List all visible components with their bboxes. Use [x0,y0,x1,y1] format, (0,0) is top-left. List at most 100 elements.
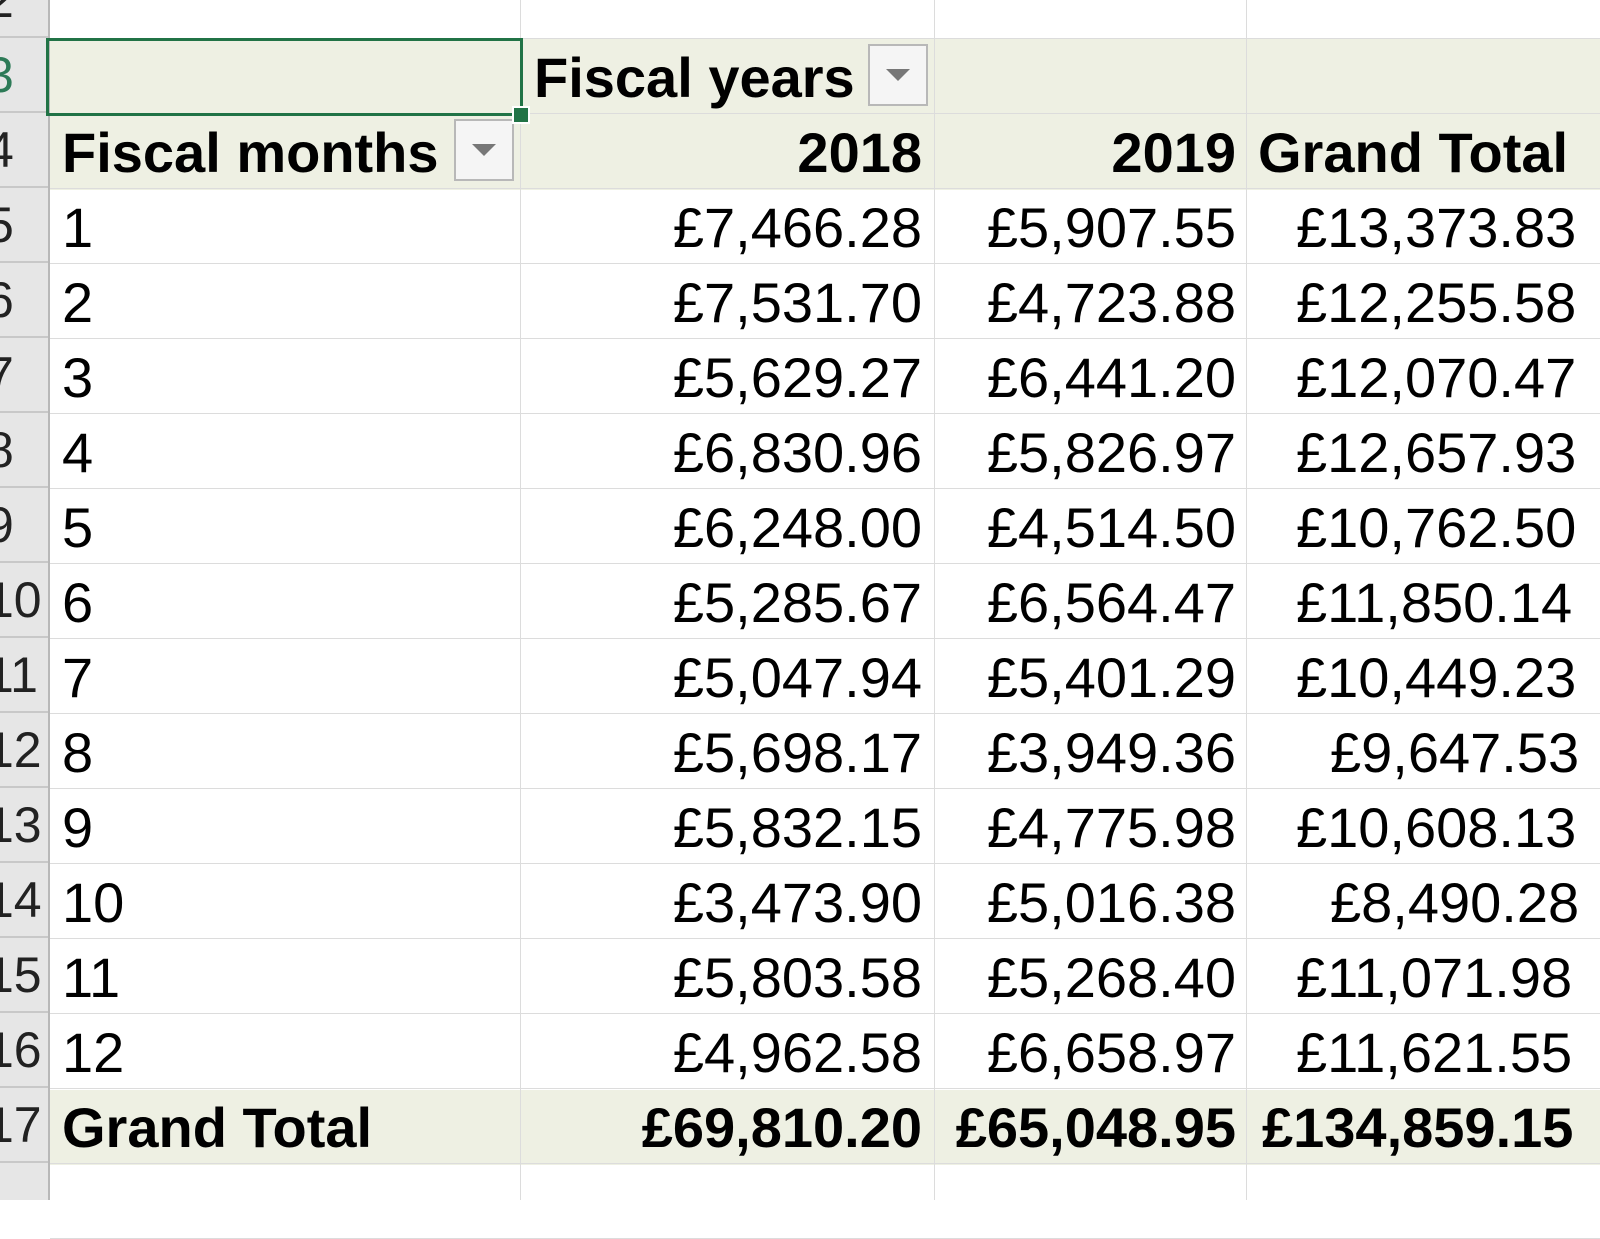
row-number[interactable]: 7 [0,338,48,413]
row-field-label: Fiscal months [62,121,439,184]
value-2018: £5,698.17 [672,721,922,784]
value-grand-total: £12,657.93 [1296,421,1577,484]
value-2018: £4,962.58 [672,1021,922,1084]
month-label: 11 [62,946,121,1009]
gridline [50,263,1600,264]
month-label: 12 [62,1021,125,1084]
value-2018: £7,531.70 [672,271,922,334]
fiscal-years-filter-button[interactable] [868,44,928,106]
grand-total-2018: £69,810.20 [641,1096,922,1159]
row-number[interactable]: 15 [0,938,48,1013]
value-grand-total: £11,071.98 [1296,946,1573,1009]
column-header-grand-total: Grand Total [1258,121,1569,184]
gridline [50,38,1600,39]
grand-total-overall: £134,859.15 [1262,1096,1574,1159]
value-grand-total: £10,762.50 [1296,496,1577,559]
month-label: 1 [62,196,94,259]
row-number[interactable]: 11 [0,638,48,713]
gridline [50,338,1600,339]
gridline [50,713,1600,714]
value-2018: £5,832.15 [672,796,922,859]
value-2019: £3,949.36 [986,721,1236,784]
gridline [50,938,1600,939]
column-header-2019: 2019 [1111,121,1236,184]
value-2019: £6,564.47 [986,571,1236,634]
gridline [1246,0,1247,1200]
month-label: 7 [62,646,94,709]
row-number[interactable]: 9 [0,488,48,563]
value-2018: £5,629.27 [672,346,922,409]
chevron-down-icon [886,69,910,81]
month-label: 9 [62,796,94,859]
month-label: 5 [62,496,94,559]
value-grand-total: £10,608.13 [1296,796,1577,859]
value-2018: £5,047.94 [672,646,922,709]
grand-total-label: Grand Total [62,1096,373,1159]
pivot-table: Fiscal years Fiscal months 2018 2019 Gra… [50,0,1600,1239]
value-2018: £5,803.58 [672,946,922,1009]
row-number[interactable]: 17 [0,1088,48,1163]
chevron-down-icon [472,144,496,156]
month-label: 3 [62,346,94,409]
gridline [50,863,1600,864]
active-cell-selection[interactable] [46,38,523,116]
fiscal-months-filter-button[interactable] [454,119,514,181]
gridline [50,1013,1600,1014]
value-2018: £3,473.90 [672,871,922,934]
value-grand-total: £8,490.28 [1330,871,1580,934]
gridline [50,563,1600,564]
value-2019: £5,268.40 [986,946,1236,1009]
gridline [50,1163,1600,1164]
value-2019: £5,826.97 [986,421,1236,484]
row-number[interactable]: 4 [0,113,48,188]
gridline [50,1088,1600,1089]
fill-handle[interactable] [512,106,530,124]
value-2019: £5,016.38 [986,871,1236,934]
row-number[interactable]: 10 [0,563,48,638]
value-2019: £4,775.98 [986,796,1236,859]
month-label: 4 [62,421,94,484]
value-grand-total: £12,255.58 [1296,271,1577,334]
month-label: 8 [62,721,94,784]
value-grand-total: £11,621.55 [1296,1021,1573,1084]
value-grand-total: £11,850.14 [1296,571,1573,634]
month-label: 10 [62,871,125,934]
value-2019: £6,658.97 [986,1021,1236,1084]
row-number[interactable]: 16 [0,1013,48,1088]
value-grand-total: £10,449.23 [1296,646,1577,709]
value-2019: £4,514.50 [986,496,1236,559]
row-number[interactable]: 12 [0,713,48,788]
row-number[interactable]: 5 [0,188,48,263]
value-grand-total: £13,373.83 [1296,196,1577,259]
month-label: 2 [62,271,94,334]
row-number[interactable]: 14 [0,863,48,938]
row-number[interactable]: 13 [0,788,48,863]
gridline [50,188,1600,189]
row-number[interactable]: 6 [0,263,48,338]
value-2019: £6,441.20 [986,346,1236,409]
value-2018: £5,285.67 [672,571,922,634]
row-header-column: 234567891011121314151617 [0,0,50,1200]
month-label: 6 [62,571,94,634]
row-number[interactable]: 8 [0,413,48,488]
gridline [50,413,1600,414]
value-2019: £5,401.29 [986,646,1236,709]
value-2019: £5,907.55 [986,196,1236,259]
row-number[interactable]: 2 [0,0,48,38]
value-2018: £6,248.00 [672,496,922,559]
value-2018: £6,830.96 [672,421,922,484]
gridline [50,788,1600,789]
value-grand-total: £9,647.53 [1330,721,1580,784]
gridline [520,0,521,1200]
gridline [50,488,1600,489]
value-2019: £4,723.88 [986,271,1236,334]
column-header-2018: 2018 [797,121,922,184]
row-number[interactable]: 3 [0,38,48,113]
value-2018: £7,466.28 [672,196,922,259]
gridline [50,113,1600,114]
column-field-label: Fiscal years [534,46,855,109]
gridline [934,0,935,1200]
value-grand-total: £12,070.47 [1296,346,1577,409]
gridline [50,638,1600,639]
grand-total-2019: £65,048.95 [955,1096,1236,1159]
